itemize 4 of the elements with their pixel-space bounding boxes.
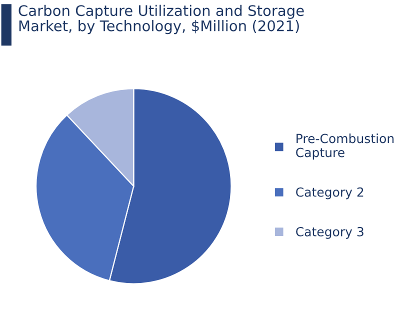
legend-label: Pre-Combustion Capture xyxy=(296,134,394,160)
chart-title: Carbon Capture Utilization and Storage Market, by Technology, $Million (2021) xyxy=(18,4,304,34)
legend-label: Category 3 xyxy=(296,226,364,239)
legend-label: Category 2 xyxy=(296,187,364,200)
